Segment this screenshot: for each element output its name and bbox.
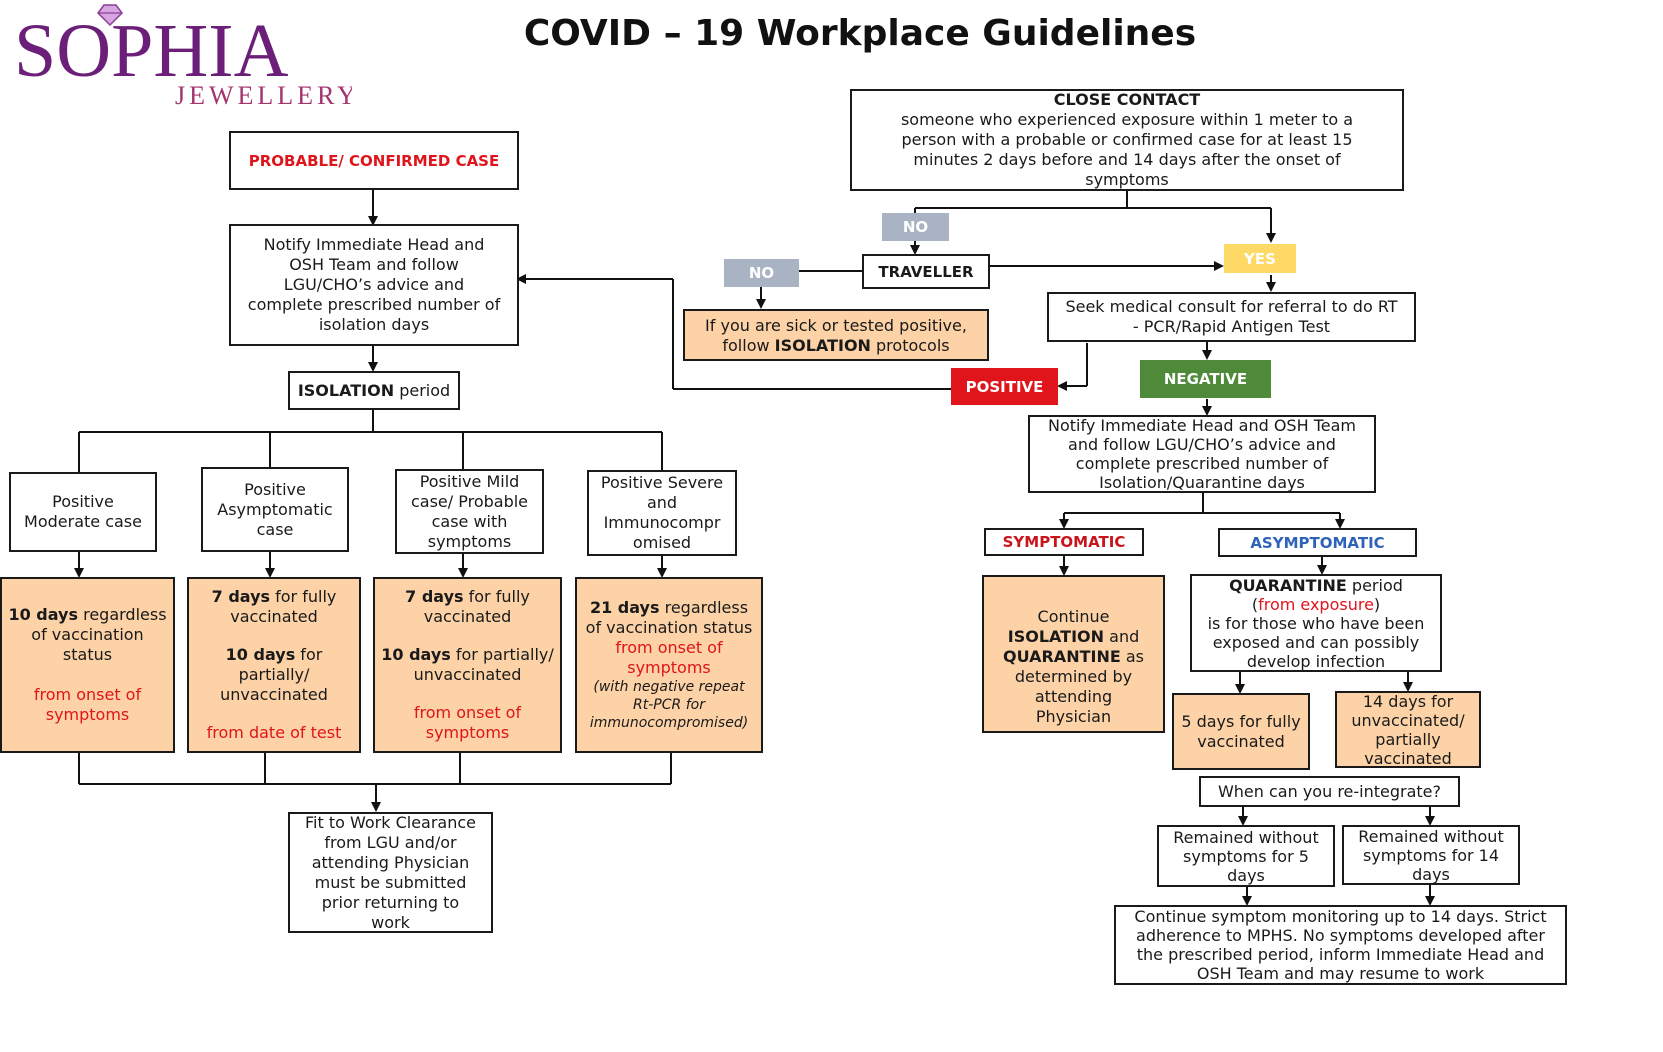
notify-head-left-text: Notify Immediate Head and OSH Team and f… [247, 235, 501, 334]
sick-isolation-box: If you are sick or tested positive, foll… [683, 309, 989, 361]
sick-pre: If you are sick or tested positive, foll… [705, 316, 967, 355]
continue-post: as determined by attending Physician [1014, 647, 1144, 726]
positive-label: POSITIVE [965, 377, 1044, 396]
negative-tag: NEGATIVE [1140, 360, 1271, 398]
remained-14-text: Remained without symptoms for 14 days [1358, 826, 1504, 884]
outcome-severe-rest: regardless of vaccination status [585, 598, 753, 637]
continue-pre: Continue [1037, 607, 1110, 626]
logo-sub-text: JEWELLERY [175, 81, 352, 110]
continue-monitoring-box: Continue symptom monitoring up to 14 day… [1114, 905, 1567, 985]
symptomatic-label: SYMPTOMATIC [1002, 533, 1126, 551]
logo-mark: SOPHIA JEWELLERY [14, 4, 356, 110]
outcome-mild-rest1: for fully vaccinated [423, 587, 530, 626]
seek-medical-text: Seek medical consult for referral to do … [1065, 297, 1398, 336]
quarantine-paren-open: ( [1251, 594, 1259, 614]
positive-moderate-text: Positive Moderate case [24, 492, 142, 531]
probable-confirmed-case-box: PROBABLE/ CONFIRMED CASE [229, 131, 519, 190]
quarantine-from: from exposure [1258, 594, 1374, 614]
outcome-severe-box: 21 days regardless of vaccination status… [575, 577, 763, 753]
traveller-label: TRAVELLER [878, 262, 974, 281]
asymptomatic-label: ASYMPTOMATIC [1250, 533, 1385, 552]
continue-mid: and [1104, 627, 1140, 646]
outcome-asymptomatic-box: 7 days for fully vaccinated 10 days for … [187, 577, 361, 753]
positive-mild-box: Positive Mild case/ Probable case with s… [395, 469, 544, 554]
outcome-asym-rest2: for partially/ unvaccinated [220, 645, 328, 704]
positive-asymptomatic-text: Positive Asymptomatic case [217, 479, 333, 539]
outcome-mild-days2: 10 days [381, 645, 451, 664]
isolation-period-rest: period [394, 381, 451, 400]
positive-moderate-box: Positive Moderate case [9, 472, 157, 552]
quarantine-text: is for those who have been exposed and c… [1207, 613, 1425, 671]
outcome-mild-from: from onset of symptoms [413, 703, 522, 742]
outcome-severe-days: 21 days [589, 598, 660, 617]
continue-isolation-box: Continue ISOLATION and QUARANTINE as det… [982, 575, 1165, 733]
reintegrate-text: When can you re-integrate? [1217, 781, 1442, 801]
close-contact-box: CLOSE CONTACT someone who experienced ex… [850, 89, 1404, 191]
yes-tag: YES [1224, 244, 1296, 273]
outcome-asym-days1: 7 days [211, 587, 271, 606]
continue-bold1: ISOLATION [1007, 627, 1105, 646]
positive-severe-text: Positive Severe and Immunocompr omised [600, 473, 724, 552]
isolation-period-box: ISOLATION period [288, 371, 460, 410]
outcome-asym-rest1: for fully vaccinated [230, 587, 337, 626]
quarantine-bold: QUARANTINE [1229, 575, 1347, 595]
negative-label: NEGATIVE [1163, 370, 1248, 388]
notify-head-right-box: Notify Immediate Head and OSH Team and f… [1028, 415, 1376, 493]
five-days-text: 5 days for fully vaccinated [1181, 711, 1301, 751]
sophia-jewellery-logo: SOPHIA JEWELLERY [12, 2, 356, 112]
probable-confirmed-case-label: PROBABLE/ CONFIRMED CASE [248, 151, 500, 170]
quarantine-paren-close: ) [1373, 594, 1381, 614]
fourteen-days-text: 14 days for unvaccinated/ partially vacc… [1351, 691, 1465, 768]
outcome-severe-from: from onset of symptoms [615, 638, 723, 677]
notify-head-right-text: Notify Immediate Head and OSH Team and f… [1048, 416, 1356, 492]
positive-asymptomatic-box: Positive Asymptomatic case [201, 467, 349, 552]
outcome-mild-box: 7 days for fully vaccinated 10 days for … [373, 577, 562, 753]
sick-post: protocols [870, 336, 950, 355]
outcome-mild-days1: 7 days [405, 587, 464, 606]
positive-mild-text: Positive Mild case/ Probable case with s… [410, 471, 529, 551]
notify-head-left-box: Notify Immediate Head and OSH Team and f… [229, 224, 519, 346]
close-contact-text: someone who experienced exposure within … [900, 110, 1354, 189]
symptomatic-box: SYMPTOMATIC [984, 528, 1144, 556]
outcome-moderate-days: 10 days [8, 605, 78, 624]
outcome-asym-days2: 10 days [225, 645, 296, 664]
isolation-period-bold: ISOLATION [297, 381, 395, 400]
reintegrate-box: When can you re-integrate? [1199, 776, 1460, 807]
positive-tag: POSITIVE [951, 368, 1058, 405]
five-days-box: 5 days for fully vaccinated [1172, 693, 1310, 770]
fit-to-work-box: Fit to Work Clearance from LGU and/or at… [288, 812, 493, 933]
outcome-moderate-rest: regardless of vaccination status [31, 605, 167, 664]
seek-medical-box: Seek medical consult for referral to do … [1047, 292, 1416, 342]
fit-to-work-text: Fit to Work Clearance from LGU and/or at… [304, 812, 477, 932]
page-title: COVID – 19 Workplace Guidelines [523, 13, 1197, 54]
sick-bold: ISOLATION [774, 336, 871, 355]
outcome-severe-note: (with negative repeat Rt-PCR for immunoc… [589, 679, 749, 731]
outcome-asym-from: from date of test [206, 723, 342, 742]
no-left-tag: NO [724, 259, 799, 287]
fourteen-days-box: 14 days for unvaccinated/ partially vacc… [1335, 691, 1481, 768]
diamond-icon [97, 4, 123, 27]
traveller-box: TRAVELLER [862, 254, 990, 289]
outcome-moderate-box: 10 days regardless of vaccination status… [0, 577, 175, 753]
no-left-label: NO [748, 264, 775, 282]
no-top-label: NO [902, 218, 929, 236]
positive-severe-box: Positive Severe and Immunocompr omised [587, 470, 737, 556]
asymptomatic-box: ASYMPTOMATIC [1218, 528, 1417, 557]
close-contact-title: CLOSE CONTACT [1053, 90, 1201, 109]
continue-monitoring-text: Continue symptom monitoring up to 14 day… [1134, 907, 1547, 983]
remained-5-box: Remained without symptoms for 5 days [1157, 825, 1335, 887]
no-top-tag: NO [882, 213, 949, 241]
continue-bold2: QUARANTINE [1003, 647, 1121, 666]
outcome-moderate-from: from onset of symptoms [33, 685, 142, 724]
outcome-mild-rest2: for partially/ unvaccinated [413, 645, 554, 684]
yes-label: YES [1244, 249, 1276, 268]
logo-brand-text: SOPHIA [14, 9, 289, 93]
remained-5-text: Remained without symptoms for 5 days [1173, 827, 1319, 885]
remained-14-box: Remained without symptoms for 14 days [1342, 825, 1520, 885]
quarantine-rest: period [1346, 575, 1403, 595]
quarantine-period-box: QUARANTINE period (from exposure) is for… [1190, 574, 1442, 672]
